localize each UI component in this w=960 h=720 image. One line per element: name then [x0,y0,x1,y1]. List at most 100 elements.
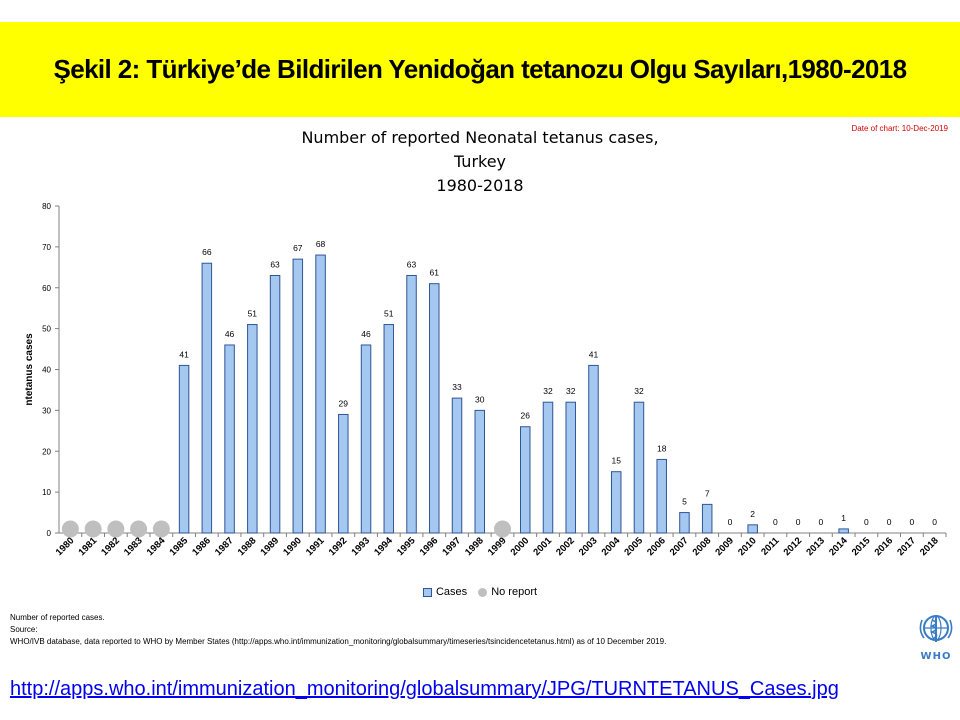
x-tick-label: 2016 [873,535,896,558]
bar [224,344,235,534]
y-tick-label: 70 [42,243,51,252]
data-label: 0 [796,517,801,527]
data-label: 26 [521,411,531,421]
bar [633,401,645,534]
bar [542,401,554,534]
x-tick-label: 1997 [440,535,463,558]
bar [292,258,304,534]
x-tick-label: 2007 [668,535,691,558]
data-label: 0 [773,517,778,527]
x-tick-label: 2014 [827,535,850,558]
x-tick-label: 1983 [122,535,145,558]
data-label: 0 [887,517,892,527]
data-label: 0 [728,517,733,527]
bar [178,364,190,534]
data-label: 63 [407,259,417,269]
data-label: 46 [225,329,235,339]
page-title: Şekil 2: Türkiye’de Bildirilen Yenidoğan… [53,54,907,84]
legend-swatch-cases [422,587,432,597]
bar [201,262,213,534]
bar [451,397,463,534]
chart-title-line: Turkey [453,152,507,171]
bar [747,524,758,534]
x-tick-label: 2003 [577,535,600,558]
notes-line: Source: [10,625,38,634]
x-tick-label: 1980 [54,535,77,558]
x-tick-label: 2017 [895,535,918,558]
bar [838,528,849,534]
x-tick-label: 2009 [713,535,736,558]
x-tick-label: 1982 [99,535,122,558]
data-label: 32 [543,386,553,396]
legend-item-cases: Cases [422,586,468,598]
x-tick-label: 1981 [77,535,100,558]
y-tick-label: 50 [42,325,51,334]
data-label: 41 [589,349,599,359]
x-tick-label: 2000 [509,535,532,558]
chart-notes: Number of reported cases. Source: WHO/IV… [10,612,666,648]
who-logo-text: WHO [920,651,952,662]
x-tick-label: 1985 [167,535,190,558]
x-tick-label: 2011 [759,535,782,558]
bar [383,324,395,534]
y-tick-label: 10 [42,488,51,497]
data-label: 1 [841,513,846,523]
data-label: 0 [910,517,915,527]
chart-legend: Cases No report [0,586,960,600]
x-tick-label: 2005 [622,535,645,558]
who-logo: WHO [914,612,958,662]
x-tick-label: 1991 [304,535,327,558]
data-label: 41 [179,349,189,359]
x-tick-label: 1988 [236,535,259,558]
data-label: 61 [430,268,440,278]
data-label: 29 [339,398,349,408]
bar [610,471,622,534]
data-label: 7 [705,488,710,498]
x-tick-label: 1999 [486,535,509,558]
data-label: 0 [819,517,824,527]
y-tick-label: 40 [42,366,51,375]
x-tick-label: 2004 [600,535,623,558]
x-tick-label: 1987 [213,535,236,558]
legend-label-no-report: No report [491,586,538,598]
x-tick-label: 1984 [145,535,168,558]
bar [565,401,576,534]
no-report-marker [107,520,125,538]
source-link[interactable]: http://apps.who.int/immunization_monitor… [10,678,839,700]
bar [519,426,531,534]
bar [474,409,486,534]
data-label: 30 [475,394,485,404]
notes-line: WHO/IVB database, data reported to WHO b… [10,637,667,646]
no-report-marker [84,520,102,538]
no-report-marker [494,520,511,538]
data-label: 66 [202,247,212,257]
data-label: 2 [750,509,755,519]
no-report-marker [130,520,148,538]
data-label: 5 [682,497,687,507]
data-label: 51 [384,309,394,319]
data-label: 32 [566,386,576,396]
data-label: 68 [316,239,326,249]
data-label: 67 [293,243,303,253]
x-tick-label: 2008 [691,535,714,558]
x-tick-label: 1986 [190,535,213,558]
x-tick-label: 2002 [554,535,577,558]
y-tick-label: 20 [42,447,51,456]
data-label: 63 [270,259,280,269]
bar [315,254,326,534]
x-tick-label: 1990 [281,535,304,558]
data-label: 33 [452,382,462,392]
bar [338,413,349,534]
data-label: 32 [634,386,644,396]
x-tick-label: 1992 [327,535,350,558]
bar [656,458,667,534]
x-tick-label: 2015 [850,535,873,558]
y-tick-label: 60 [42,284,51,293]
x-tick-label: 2012 [782,535,805,558]
no-report-marker [61,520,79,538]
bar [406,274,417,534]
who-emblem-icon [919,615,953,642]
legend-label-cases: Cases [435,586,468,598]
bar [360,344,372,534]
